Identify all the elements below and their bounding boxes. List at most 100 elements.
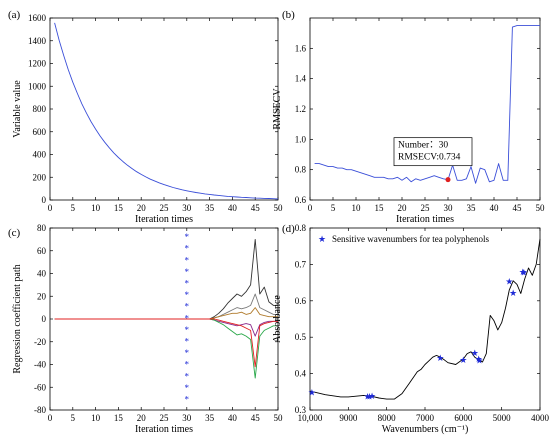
data-line — [54, 22, 279, 200]
plot-frame — [309, 227, 541, 411]
y-tick-label: 80 — [37, 223, 47, 233]
x-tick-label: 40 — [490, 203, 500, 213]
x-tick-label: 10 — [91, 413, 101, 423]
x-tick-label: 5000 — [493, 413, 512, 423]
x-tick-label: 8000 — [378, 413, 397, 423]
sensitive-wavenumber-marker: ★ — [368, 391, 376, 401]
legend-marker: ★ — [318, 234, 326, 244]
x-tick-label: 35 — [467, 203, 477, 213]
y-tick-label: 1.2 — [295, 104, 306, 114]
panel-d: (d) 10,000 9000 8000 7000 6000 5000 4000 0.3 0.4 0… — [272, 223, 550, 435]
selection-marker: * — [185, 348, 190, 358]
y-tick-label: 200 — [33, 172, 47, 182]
x-tick-label: 0 — [48, 203, 53, 213]
plot-frame — [309, 17, 541, 201]
x-tick-label: 35 — [205, 203, 215, 213]
x-tick-label: 10 — [352, 203, 362, 213]
y-tick-label: 0.6 — [295, 195, 307, 205]
series-line-5 — [54, 318, 278, 379]
annotation-box — [393, 137, 473, 167]
y-axis-label: Absorbance — [272, 295, 283, 343]
x-tick-label: 15 — [114, 203, 124, 213]
series-line-6 — [54, 318, 278, 368]
sensitive-wavenumber-marker: ★ — [475, 354, 483, 364]
selection-marker: * — [185, 371, 190, 381]
y-tick-label: 1600 — [28, 13, 47, 23]
y-tick-label: 0.3 — [295, 405, 307, 415]
y-tick-label: 0.4 — [295, 369, 307, 379]
x-tick-label: 20 — [137, 413, 147, 423]
selection-marker: * — [185, 267, 190, 277]
sensitive-wavenumber-marker: ★ — [520, 268, 528, 278]
x-tick-label: 5 — [331, 203, 336, 213]
selection-marker: * — [185, 244, 190, 254]
x-axis-label: Iteration times — [396, 214, 454, 225]
x-tick-label: 15 — [375, 203, 385, 213]
sensitive-wavenumber-marker: ★ — [509, 288, 517, 298]
panel-label: (c) — [8, 227, 21, 239]
sensitive-wavenumber-marker: ★ — [471, 348, 479, 358]
y-tick-label: 0.8 — [295, 165, 307, 175]
y-axis-label: Variable value — [12, 80, 23, 138]
sensitive-wavenumber-marker: ★ — [475, 356, 483, 366]
x-tick-label: 6000 — [454, 413, 473, 423]
x-tick-label: 7000 — [416, 413, 435, 423]
selection-marker: * — [185, 255, 190, 265]
x-tick-label: 50 — [274, 413, 284, 423]
x-tick-label: 25 — [160, 413, 170, 423]
y-tick-label: -20 — [34, 337, 46, 347]
x-tick-label: 40 — [228, 413, 238, 423]
x-tick-label: 10 — [91, 203, 101, 213]
y-tick-label: 0.5 — [295, 332, 307, 342]
y-tick-label: 800 — [33, 104, 47, 114]
y-tick-label: 0 — [42, 195, 47, 205]
x-tick-label: 5 — [71, 413, 76, 423]
x-tick-label: 0 — [48, 413, 53, 423]
x-tick-label: 4000 — [531, 413, 550, 423]
x-tick-label: 30 — [444, 203, 454, 213]
y-tick-label: 60 — [37, 246, 47, 256]
panel-c: (c) 0 5 10 15 20 25 30 35 40 45 50 -80 -60 -40 -20 0 20 40… — [8, 223, 283, 435]
x-tick-label: 10,000 — [298, 413, 323, 423]
panel-label: (b) — [282, 9, 295, 21]
y-tick-label: 1000 — [28, 81, 47, 91]
x-tick-label: 50 — [274, 203, 284, 213]
y-tick-label: 400 — [33, 150, 47, 160]
series-line-2 — [54, 293, 278, 320]
x-tick-label: 15 — [114, 413, 124, 423]
selection-marker: * — [185, 325, 190, 335]
y-tick-label: 1.6 — [295, 43, 307, 53]
x-tick-label: 35 — [205, 413, 215, 423]
selection-marker: * — [185, 337, 190, 347]
selection-marker: * — [185, 290, 190, 300]
x-tick-label: 25 — [421, 203, 431, 213]
y-tick-label: -80 — [34, 405, 46, 415]
y-tick-label: 0.8 — [295, 223, 307, 233]
x-tick-label: 30 — [182, 413, 192, 423]
selection-marker: * — [185, 302, 190, 312]
x-tick-label: 30 — [182, 203, 192, 213]
sensitive-wavenumber-marker: ★ — [308, 387, 316, 397]
annotation-number: Number：30 — [398, 141, 448, 151]
x-tick-label: 45 — [513, 203, 523, 213]
x-axis-label: Wavenumbers (cm⁻¹) — [382, 424, 469, 435]
data-line — [309, 238, 541, 400]
annotation-rmsecv: RMSECV:0.734 — [398, 153, 461, 163]
selection-marker: * — [185, 313, 190, 323]
y-tick-label: 0 — [42, 314, 47, 324]
y-tick-label: 1.4 — [295, 74, 307, 84]
sensitive-wavenumber-marker: ★ — [519, 267, 527, 277]
y-axis-label: RMSECV — [272, 88, 283, 130]
y-tick-label: -40 — [34, 360, 46, 370]
y-tick-label: 40 — [37, 269, 47, 279]
sensitive-wavenumber-marker: ★ — [459, 355, 467, 365]
y-tick-label: 600 — [33, 127, 47, 137]
x-tick-label: 20 — [398, 203, 408, 213]
x-tick-label: 0 — [308, 203, 313, 213]
sensitive-wavenumber-marker: ★ — [436, 353, 444, 363]
x-tick-label: 9000 — [339, 413, 358, 423]
sensitive-wavenumber-marker: ★ — [363, 392, 371, 402]
series-line-4 — [54, 318, 278, 337]
highlight-point — [445, 177, 451, 183]
data-line — [314, 25, 540, 184]
